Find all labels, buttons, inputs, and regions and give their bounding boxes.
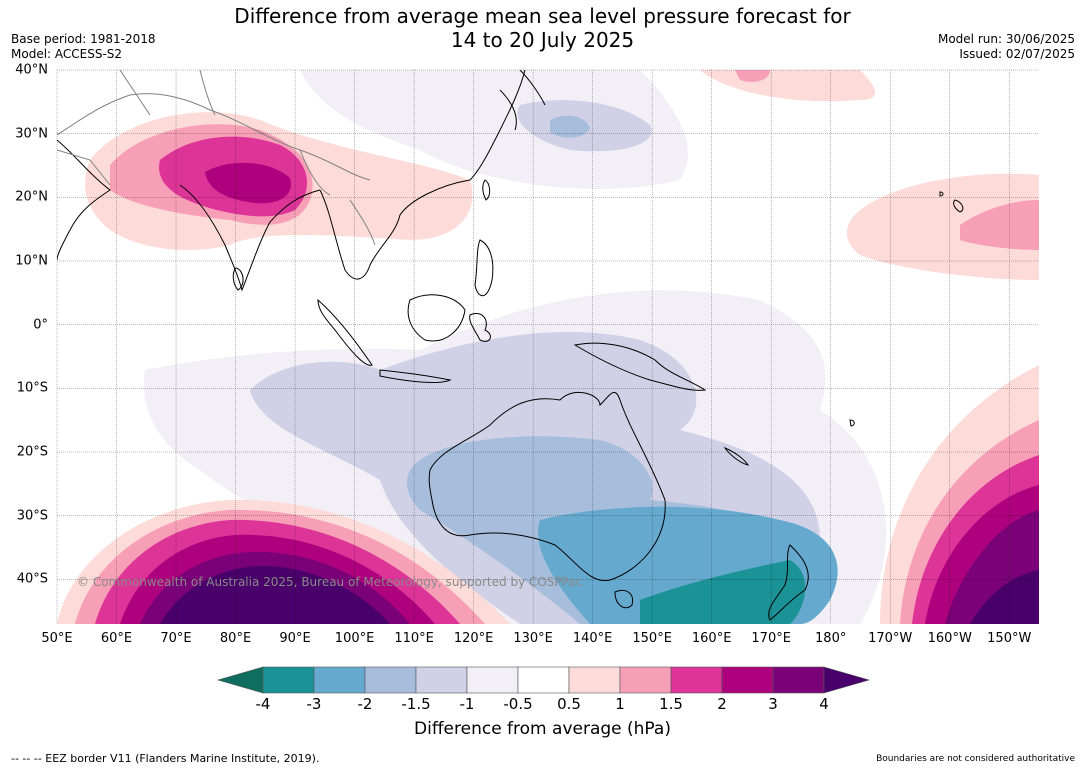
colorbar-tick-label: 1.5 <box>659 695 683 713</box>
anomaly-band-pos-4-se <box>970 570 1039 624</box>
indochina-coast <box>319 70 526 280</box>
model-text: Model: ACCESS-S2 <box>11 47 123 61</box>
sumatra-coast <box>317 298 373 366</box>
australia-coast <box>428 391 666 582</box>
sulawesi-coast <box>469 313 491 342</box>
colorbar-segment <box>517 666 570 694</box>
tasmania-coast <box>614 590 634 609</box>
lon-tick-label: 170°E <box>751 631 791 646</box>
anomaly-band-neg-strong-north <box>550 115 590 138</box>
lon-tick-label: 120°E <box>453 631 494 646</box>
colorbar-tick-label: -4 <box>255 695 271 713</box>
lon-tick-label: 110°E <box>394 631 434 646</box>
new-guinea-coast <box>573 342 707 391</box>
colorbar-tick-label: -1 <box>459 695 475 713</box>
colorbar-tick-label: 2 <box>717 695 727 713</box>
lat-tick-label: 40°N <box>15 62 48 78</box>
colorbar-segment <box>415 666 468 694</box>
model-run-text: Model run: 30/06/2025 <box>937 32 1075 46</box>
map-title: Difference from average mean sea level p… <box>0 4 1085 52</box>
colorbar-tick-label: 1 <box>615 695 625 713</box>
lon-tick-label: 140°E <box>572 631 613 646</box>
colorbar-segment <box>262 666 315 694</box>
sri-lanka-coast <box>232 267 244 291</box>
lat-tick-label: 30°S <box>16 508 48 524</box>
borneo-coast <box>407 294 466 342</box>
colorbar-tick-label: -1.5 <box>401 695 431 713</box>
colorbar-segment <box>568 666 621 694</box>
colorbar-under-arrow <box>216 666 264 694</box>
colorbar-tick-label: 0.5 <box>557 695 581 713</box>
lat-tick-label: 0° <box>33 317 48 333</box>
anomaly-band-pos-weak-hawaii <box>846 173 1039 280</box>
lon-tick-label: 130°E <box>513 631 553 646</box>
lat-tick-label: 10°N <box>15 253 48 269</box>
colorbar-tick-label: -0.5 <box>503 695 533 713</box>
lon-tick-label: 150°E <box>632 631 672 646</box>
anomaly-band-pos-2-india <box>205 162 291 204</box>
lon-tick-label: 170°W <box>868 631 913 646</box>
philippines-coast <box>474 239 494 297</box>
title-line-2: 14 to 20 July 2025 <box>450 28 635 52</box>
colorbar-tick-label: 4 <box>819 695 829 713</box>
lon-tick-label: 160°E <box>691 631 732 646</box>
colorbar-over-arrow <box>823 666 871 694</box>
lon-tick-label: 90°E <box>279 631 311 646</box>
anomaly-band-neg-4 <box>640 560 806 624</box>
anomaly-band-pos-mod-ne <box>735 70 770 82</box>
colorbar-segment <box>772 666 825 694</box>
lon-tick-label: 80°E <box>219 631 252 646</box>
lat-tick-label: 10°S <box>16 380 48 396</box>
new-zealand-coast <box>768 544 809 621</box>
colorbar-title: Difference from average (hPa) <box>414 719 671 739</box>
anomaly-band-pos-4-sw <box>160 565 390 624</box>
lat-tick-label: 20°S <box>16 444 48 460</box>
hawaii-islands <box>939 191 964 213</box>
colorbar-segment <box>313 666 366 694</box>
colorbar-segment <box>670 666 723 694</box>
colorbar-segment <box>364 666 417 694</box>
meta-right: Model run: 30/06/2025 Issued: 02/07/2025 <box>938 32 1075 62</box>
india-coast <box>179 184 321 292</box>
lon-tick-label: 60°E <box>100 631 133 646</box>
korea-japan-coast <box>499 70 546 131</box>
title-line-1: Difference from average mean sea level p… <box>234 4 851 28</box>
anomaly-band-neg-weak-north <box>300 70 688 189</box>
meta-left: Base period: 1981-2018 Model: ACCESS-S2 <box>11 32 156 62</box>
lon-tick-label: 70°E <box>160 631 192 646</box>
lon-tick-label: 50°E <box>41 631 73 646</box>
copyright-notice: © Commonwealth of Australia 2025, Bureau… <box>77 575 583 589</box>
coastlines <box>57 70 964 621</box>
lon-tick-label: 180° <box>815 631 847 646</box>
colorbar-tick-label: -3 <box>306 695 322 713</box>
lon-tick-label: 150°W <box>987 631 1032 646</box>
taiwan-coast <box>482 179 491 201</box>
base-period-text: Base period: 1981-2018 <box>11 32 156 46</box>
colorbar-tick-label: 3 <box>768 695 778 713</box>
boundaries-disclaimer: Boundaries are not considered authoritat… <box>876 754 1075 764</box>
lon-tick-label: 100°E <box>334 631 375 646</box>
country-borders <box>57 70 376 246</box>
lat-tick-label: 20°N <box>15 189 48 205</box>
colorbar-segment <box>619 666 672 694</box>
lat-tick-label: 40°S <box>16 571 48 587</box>
fiji-islands <box>849 419 855 427</box>
colorbar-segment <box>466 666 519 694</box>
pressure-anomaly-field <box>57 70 1039 624</box>
arabia-coast <box>57 139 111 261</box>
java-coast <box>379 369 452 384</box>
eez-legend: -- -- -- EEZ border V11 (Flanders Marine… <box>11 752 320 765</box>
new-caledonia-coast <box>723 446 750 466</box>
colorbar-tick-label: -2 <box>357 695 373 713</box>
issued-text: Issued: 02/07/2025 <box>959 47 1075 61</box>
anomaly-band-pos-mod-hawaii <box>960 200 1039 250</box>
lat-tick-label: 30°N <box>15 126 48 142</box>
lon-tick-label: 160°W <box>927 631 972 646</box>
gridlines <box>56 69 1039 624</box>
colorbar-segment <box>721 666 774 694</box>
